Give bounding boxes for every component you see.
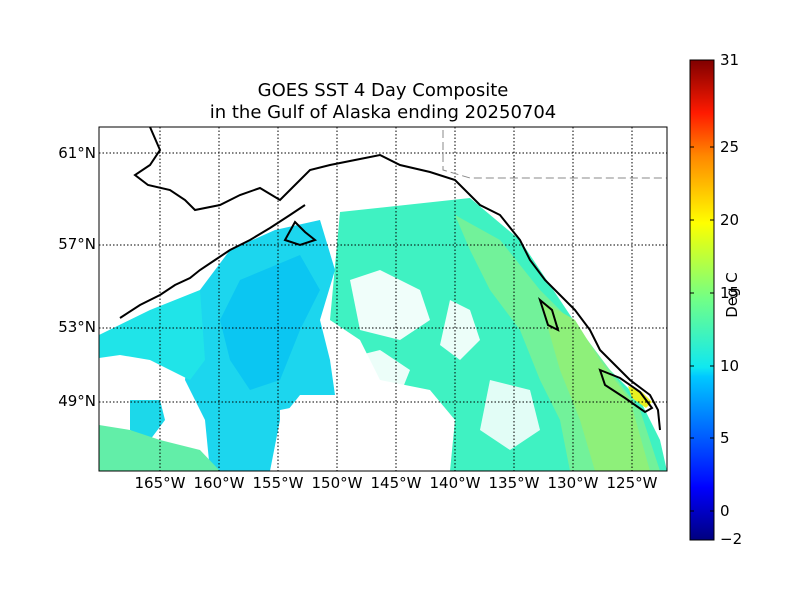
colorbar-tick-10: 10 bbox=[720, 357, 740, 375]
lat-label-57: 57°N bbox=[58, 235, 96, 253]
border-line bbox=[442, 130, 667, 179]
colorbar-tick-15: 15 bbox=[720, 284, 740, 302]
lon-label-155: 155°W bbox=[252, 474, 304, 492]
lon-label-140: 140°W bbox=[429, 474, 481, 492]
sst-field bbox=[99, 198, 667, 471]
lon-label-130: 130°W bbox=[547, 474, 599, 492]
colorbar-tick-0: 0 bbox=[720, 502, 730, 520]
colorbar-tick-5: 5 bbox=[720, 429, 730, 447]
colorbar-label: Deg C bbox=[723, 272, 741, 318]
lon-label-145: 145°W bbox=[370, 474, 422, 492]
map-frame bbox=[98, 126, 668, 472]
colorbar-tick-31: 31 bbox=[720, 51, 740, 69]
graticule bbox=[99, 127, 667, 471]
colorbar-tick-20: 20 bbox=[720, 211, 740, 229]
lon-label-150: 150°W bbox=[311, 474, 363, 492]
colorbar-tick-neg2: −2 bbox=[720, 530, 743, 548]
colorbar-ticks bbox=[690, 59, 714, 512]
coastline bbox=[119, 127, 661, 431]
lat-label-49: 49°N bbox=[58, 392, 96, 410]
lat-label-53: 53°N bbox=[58, 318, 96, 336]
lon-label-135: 135°W bbox=[488, 474, 540, 492]
lat-label-61: 61°N bbox=[58, 144, 96, 162]
lon-label-125: 125°W bbox=[606, 474, 658, 492]
map-title-line-1: GOES SST 4 Day Composite bbox=[257, 80, 509, 101]
map-title-line-2: in the Gulf of Alaska ending 20250704 bbox=[209, 102, 557, 123]
lon-label-160: 160°W bbox=[193, 474, 245, 492]
lon-label-165: 165°W bbox=[134, 474, 186, 492]
colorbar bbox=[689, 59, 715, 541]
colorbar-tick-25: 25 bbox=[720, 138, 740, 156]
